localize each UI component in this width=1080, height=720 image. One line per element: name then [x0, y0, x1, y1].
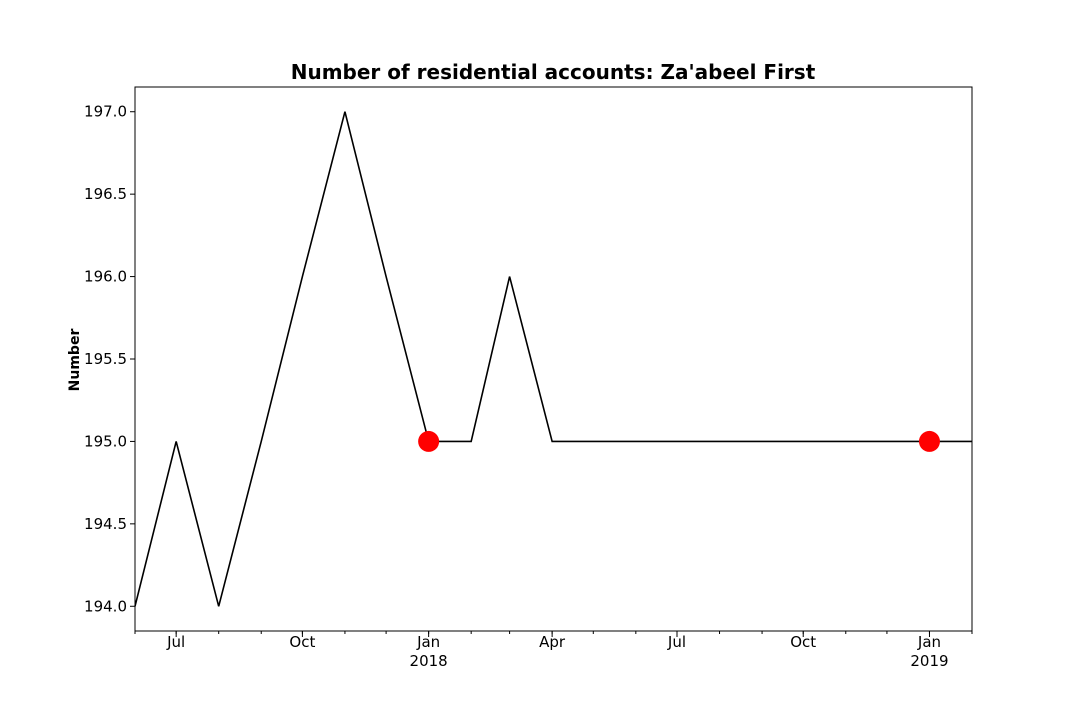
- chart-title: Number of residential accounts: Za'abeel…: [291, 60, 816, 84]
- y-tick-label: 195.5: [84, 350, 127, 368]
- x-tick-label: Jan: [917, 633, 941, 651]
- plot-frame: [134, 86, 973, 632]
- x-tick-label: Apr: [539, 633, 566, 651]
- y-tick-label: 195.0: [84, 432, 127, 450]
- x-tick-year-label: 2018: [410, 652, 448, 670]
- y-axis-label: Number: [67, 329, 83, 392]
- x-tick-year-label: 2019: [910, 652, 948, 670]
- x-tick-label: Oct: [790, 633, 816, 651]
- y-tick-label: 196.0: [84, 268, 127, 286]
- series-line: [134, 111, 972, 607]
- highlight-marker: [418, 430, 440, 452]
- x-tick-label: Jan: [416, 633, 440, 651]
- y-tick-label: 194.5: [84, 515, 127, 533]
- x-tick-label: Jul: [166, 633, 185, 651]
- marker-layer: [418, 430, 940, 452]
- series-layer: [134, 111, 972, 607]
- x-tick-label: Oct: [289, 633, 315, 651]
- y-tick-label: 194.0: [84, 597, 127, 615]
- y-tick-label: 196.5: [84, 185, 127, 203]
- highlight-marker: [918, 430, 940, 452]
- x-tick-label: Jul: [667, 633, 686, 651]
- y-tick-label: 197.0: [84, 103, 127, 121]
- y-axis: 194.0 194.5 195.0 195.5 196.0 196.5 197.0: [84, 103, 135, 615]
